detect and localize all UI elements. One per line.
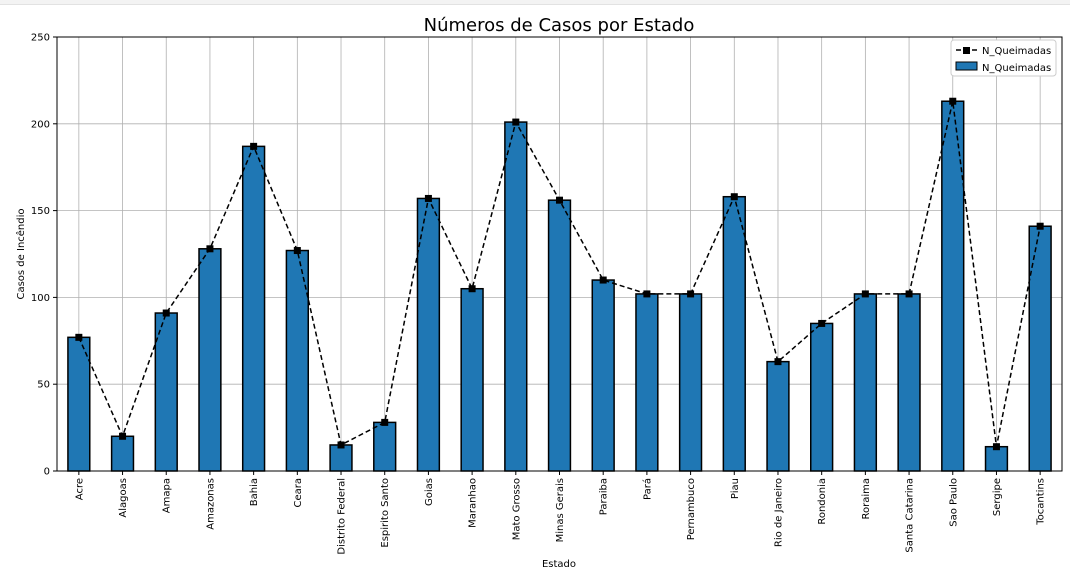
bar	[678, 293, 703, 472]
bar	[591, 279, 615, 472]
line-marker	[556, 196, 563, 204]
x-tick-label: Alagoas	[118, 478, 129, 518]
bar	[198, 248, 222, 472]
x-tick-label: Ceara	[293, 478, 304, 508]
y-tick-label: 50	[37, 380, 50, 391]
x-tick-label: Sergipe	[992, 478, 1003, 516]
line-series	[75, 97, 1044, 451]
x-tick-label: Sao Paulo	[948, 478, 959, 527]
x-tick-label: Rondonia	[817, 478, 828, 525]
line-marker	[861, 290, 869, 298]
x-tick-label: Goias	[424, 478, 435, 506]
line-marker	[250, 142, 258, 150]
line-marker	[512, 118, 520, 126]
x-tick-label: Mato Grosso	[511, 478, 522, 540]
bar	[241, 145, 266, 472]
bar	[766, 360, 790, 472]
x-tick-label: Roraima	[861, 478, 872, 520]
line-marker	[730, 193, 738, 201]
x-tick-label: Santa Catarina	[905, 478, 916, 553]
x-tick-label: Maranhao	[468, 478, 479, 528]
bar	[67, 336, 91, 472]
bar	[285, 249, 309, 472]
y-tick-label: 0	[44, 467, 50, 478]
legend-line-marker	[963, 47, 970, 54]
x-axis-label: Estado	[542, 559, 576, 570]
line-marker	[293, 247, 301, 255]
line-marker	[643, 290, 651, 298]
bar	[373, 421, 397, 472]
bar	[897, 293, 921, 472]
x-tick-label: Bahia	[249, 478, 260, 506]
x-tick-label: Pará	[641, 478, 653, 500]
bar	[984, 445, 1009, 472]
line-marker	[337, 441, 345, 449]
x-axis-ticks: Acre Alagoas Amapa Amazonas Bahia Ceara Distri…	[74, 471, 1047, 555]
y-tick-label: 200	[31, 119, 50, 130]
x-tick-label: Amazonas	[205, 478, 216, 530]
line-marker	[992, 443, 1000, 451]
legend-bar-swatch	[955, 61, 978, 71]
y-tick-label: 250	[31, 33, 50, 44]
bar	[547, 199, 572, 472]
legend-line-label: N_Queimadas	[982, 46, 1051, 57]
bar	[416, 197, 441, 472]
legend: N_Queimadas N_Queimadas	[950, 39, 1057, 77]
x-tick-label: Piau	[730, 478, 741, 499]
legend-bar-label: N_Queimadas	[982, 63, 1051, 74]
x-tick-label: Rio de Janeiro	[773, 478, 784, 547]
x-tick-label: Amapa	[162, 478, 173, 513]
line-marker	[468, 285, 476, 293]
line-marker	[75, 333, 83, 341]
y-tick-label: 100	[31, 293, 50, 304]
line-marker	[1036, 222, 1044, 230]
window-top-strip	[0, 0, 1070, 5]
x-tick-label: Espirito Santo	[380, 478, 391, 548]
bar	[329, 444, 353, 472]
bar	[154, 312, 178, 472]
line-marker	[905, 290, 913, 298]
line-marker	[206, 245, 214, 253]
chart-title: Números de Casos por Estado	[424, 15, 695, 36]
bar	[722, 195, 746, 472]
bar	[460, 287, 484, 472]
bar	[853, 293, 878, 472]
line-marker	[424, 194, 432, 202]
y-axis-label: Casos de Incêndio	[15, 208, 27, 299]
bar	[635, 293, 659, 472]
line-marker	[599, 276, 607, 284]
x-tick-label: Minas Gerais	[555, 478, 566, 542]
line-marker	[162, 309, 170, 317]
line-marker	[774, 358, 782, 366]
x-tick-label: Distrito Federal	[337, 478, 348, 555]
bar	[504, 121, 528, 472]
x-tick-label: Pernambuco	[686, 478, 697, 540]
bar	[941, 100, 965, 472]
x-tick-label: Paraiba	[599, 478, 610, 515]
line-marker	[119, 432, 127, 440]
x-tick-label: Acre	[74, 478, 85, 500]
line-marker	[818, 319, 826, 327]
y-axis-ticks: 0 50 100 150 200 250	[31, 33, 57, 478]
bar	[810, 322, 834, 472]
x-tick-label: Tocantins	[1036, 478, 1047, 526]
line-marker	[381, 418, 389, 426]
y-tick-label: 150	[31, 206, 50, 217]
line-marker	[687, 290, 695, 298]
line-marker	[949, 97, 957, 105]
bar	[110, 435, 135, 472]
